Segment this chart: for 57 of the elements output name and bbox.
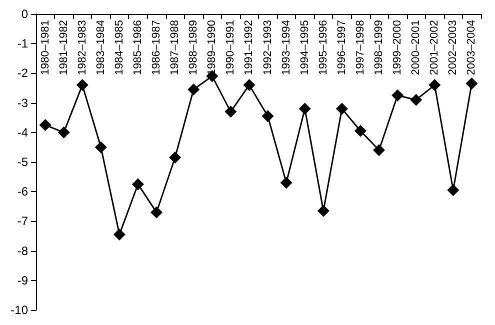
point [58, 126, 70, 138]
point [243, 79, 256, 92]
y-tick-label: -1 [17, 36, 28, 51]
point [94, 141, 107, 154]
point [373, 144, 386, 156]
point [188, 83, 200, 96]
x-tick-label: 1998–1999 [373, 20, 386, 76]
y-tick-label: -4 [17, 125, 28, 140]
point [150, 206, 163, 218]
y-tick-label: -2 [17, 66, 28, 80]
point [428, 79, 441, 92]
x-tick-label: 1991–1992 [243, 20, 256, 76]
x-tick-label: 1993–1994 [280, 20, 292, 76]
y-tick-label: 0 [21, 7, 28, 21]
point [39, 119, 52, 131]
x-tick-label: 1988–1989 [188, 20, 200, 76]
y-tick-label: -3 [17, 96, 28, 110]
point [132, 178, 144, 190]
y-tick-label: -10 [10, 303, 28, 317]
x-tick-label: 1997–1998 [354, 20, 366, 76]
point [317, 204, 330, 217]
x-tick-label: 1984–1985 [113, 20, 126, 76]
point [76, 79, 88, 92]
x-tick-label: 1982–1983 [76, 20, 88, 76]
x-tick-label: 2003–2004 [466, 20, 478, 76]
point [262, 110, 274, 122]
y-tick-label: -8 [17, 244, 28, 258]
point [169, 152, 182, 164]
x-tick-label: 1992–1993 [262, 20, 274, 76]
x-tick-label: 1986–1987 [150, 20, 163, 76]
point [280, 176, 292, 189]
x-tick-label: 1980–1981 [39, 20, 52, 76]
x-tick-label: 1996–1997 [336, 20, 348, 76]
y-tick-label: -9 [17, 273, 28, 288]
point [336, 102, 348, 115]
x-tick-label: 1985–1986 [132, 20, 144, 76]
point [113, 228, 126, 241]
x-tick-label: 2001–2002 [428, 20, 441, 76]
x-tick-label: 2000–2001 [410, 20, 422, 76]
x-tick-label: 1987–1988 [169, 20, 182, 76]
point [466, 78, 478, 90]
point [354, 124, 366, 137]
point [224, 106, 237, 118]
y-tick-label: -5 [17, 155, 28, 169]
point [392, 89, 404, 102]
point [447, 184, 460, 196]
y-tick-label: -6 [17, 184, 28, 199]
x-tick-label: 1994–1995 [298, 20, 311, 76]
x-tick-label: 1995–1996 [317, 20, 330, 76]
y-tick-label: -7 [17, 214, 28, 228]
x-tick-label: 1981–1982 [58, 20, 70, 76]
point [298, 102, 311, 115]
point [410, 94, 422, 106]
x-tick-label: 1990–1991 [224, 20, 237, 76]
x-tick-label: 1983–1984 [94, 20, 107, 76]
x-tick-label: 1999–2000 [392, 20, 404, 76]
x-tick-label: 2002–2003 [447, 20, 460, 76]
